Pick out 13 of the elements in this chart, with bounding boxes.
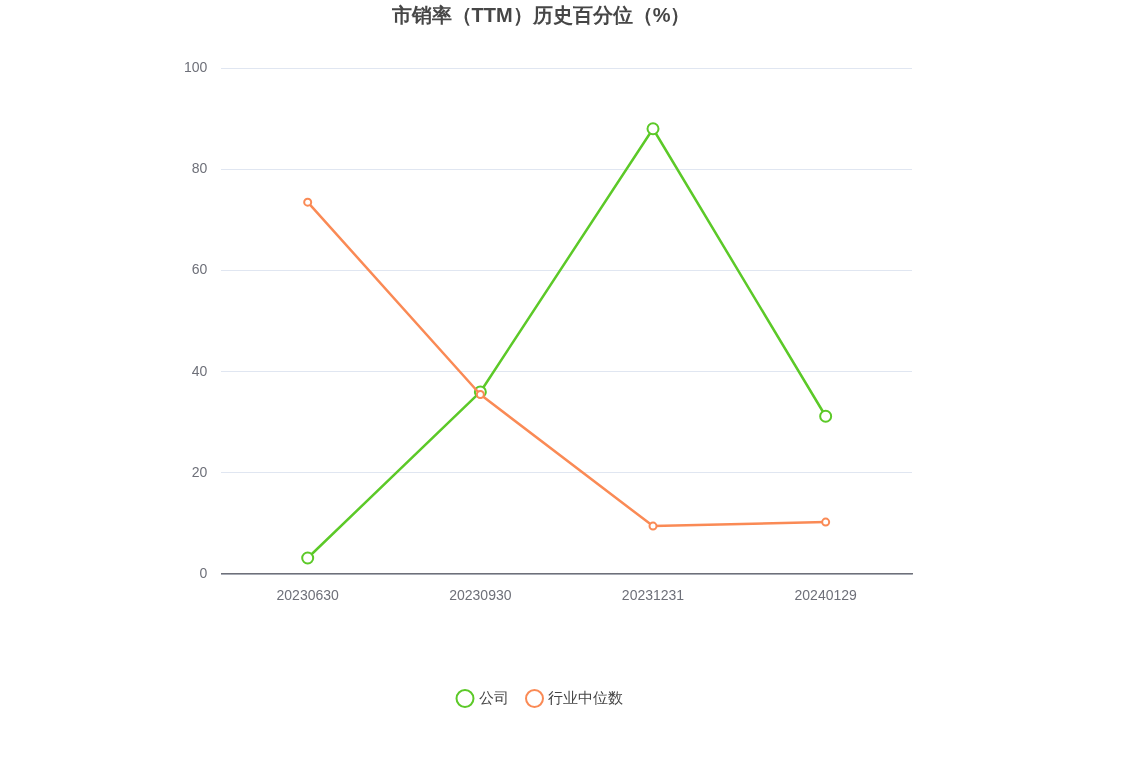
y-tick-label: 100 <box>184 58 208 75</box>
y-tick-label: 20 <box>191 463 208 480</box>
x-tick-label: 20230930 <box>449 587 512 604</box>
x-tick-label: 20240129 <box>794 587 858 604</box>
y-tick-label: 0 <box>199 565 208 582</box>
y-tick-label: 80 <box>191 160 208 177</box>
y-tick-label: 40 <box>191 362 208 379</box>
x-tick-label: 20231231 <box>621 587 685 604</box>
legend-label: 行业中位数 <box>548 688 623 706</box>
x-tick-label: 20230630 <box>276 587 340 604</box>
legend-label: 公司 <box>478 688 509 706</box>
chart-title: 市销率（TTM）历史百分位（%） <box>390 3 691 26</box>
y-tick-label: 60 <box>191 261 208 278</box>
